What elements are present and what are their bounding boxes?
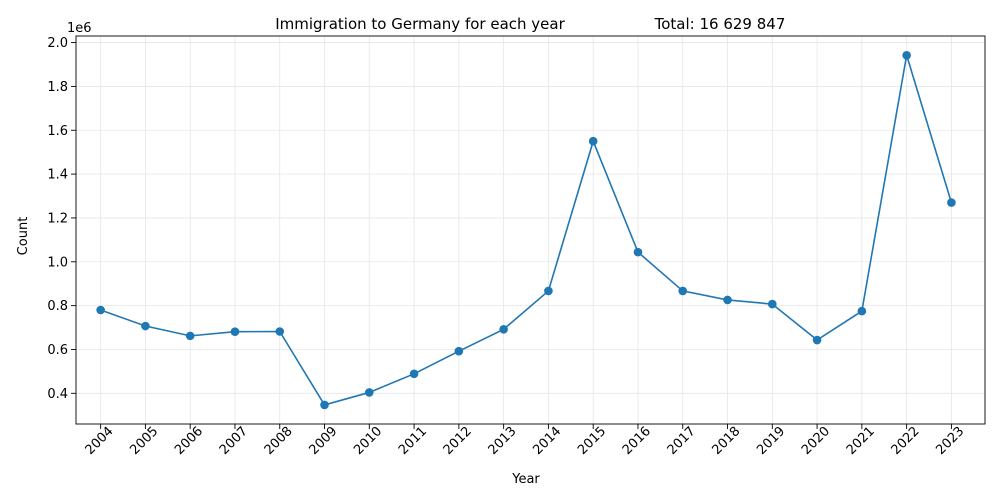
y-tick-label: 1.6 xyxy=(47,124,68,139)
y-tick-label: 1.4 xyxy=(47,168,68,183)
x-tick-label: 2014 xyxy=(530,424,564,458)
x-tick-label: 2015 xyxy=(575,424,609,458)
x-tick-label: 2004 xyxy=(83,424,117,458)
x-tick-label: 2005 xyxy=(127,424,161,458)
data-point xyxy=(364,388,374,397)
data-point xyxy=(454,346,464,356)
x-tick-label: 2011 xyxy=(396,424,430,458)
y-tick-label: 2.0 xyxy=(47,36,68,51)
data-point xyxy=(902,50,911,60)
data-point xyxy=(230,327,240,337)
data-point xyxy=(141,321,150,331)
y-axis-title: Count xyxy=(16,217,31,256)
data-point xyxy=(409,369,419,379)
chart-total-label: Total: 16 629 847 xyxy=(654,15,786,33)
chart-title: Immigration to Germany for each year xyxy=(275,15,565,33)
x-tick-label: 2013 xyxy=(486,424,520,458)
x-tick-label: 2020 xyxy=(799,424,833,458)
data-point xyxy=(678,286,688,296)
data-point xyxy=(320,400,329,410)
plot-frame xyxy=(75,35,986,425)
x-tick-label: 2019 xyxy=(754,424,788,458)
data-point xyxy=(275,327,285,336)
y-tick-label: 1.0 xyxy=(47,255,68,270)
data-point xyxy=(96,305,105,315)
x-tick-label: 2012 xyxy=(441,424,475,458)
ticks: 2004 2005 2006 2007 2008 2009 2010 2011 2012 2013… xyxy=(47,36,967,458)
axes xyxy=(75,35,986,425)
data-point xyxy=(544,286,553,296)
series-layer xyxy=(96,50,956,410)
y-tick-label: 1.8 xyxy=(47,80,68,95)
x-tick-label: 2009 xyxy=(306,424,340,458)
data-point xyxy=(812,335,822,345)
data-point xyxy=(499,325,508,334)
x-tick-label: 2023 xyxy=(933,424,967,458)
x-tick-label: 2007 xyxy=(217,424,251,458)
x-axis-title: Year xyxy=(511,472,540,487)
data-point xyxy=(768,299,777,309)
data-point xyxy=(185,331,195,341)
x-tick-label: 2018 xyxy=(709,424,743,458)
data-point xyxy=(947,198,956,207)
y-tick-label: 0.6 xyxy=(47,343,68,358)
data-point xyxy=(857,306,867,316)
data-point xyxy=(633,247,643,257)
x-tick-label: 2017 xyxy=(665,424,699,458)
grid-lines xyxy=(76,36,985,424)
x-tick-label: 2008 xyxy=(262,424,296,458)
series-line xyxy=(100,55,953,406)
x-tick-label: 2022 xyxy=(889,424,923,458)
data-point xyxy=(588,136,598,146)
y-offset-text: 1e6 xyxy=(67,21,92,36)
x-tick-label: 2006 xyxy=(172,424,206,458)
x-tick-label: 2016 xyxy=(620,424,654,458)
x-tick-label: 2021 xyxy=(844,424,878,458)
x-tick-label: 2010 xyxy=(351,424,385,458)
y-tick-label: 0.4 xyxy=(47,387,68,402)
data-point xyxy=(723,295,732,305)
y-tick-label: 1.2 xyxy=(47,211,68,226)
y-tick-label: 0.8 xyxy=(47,299,68,314)
